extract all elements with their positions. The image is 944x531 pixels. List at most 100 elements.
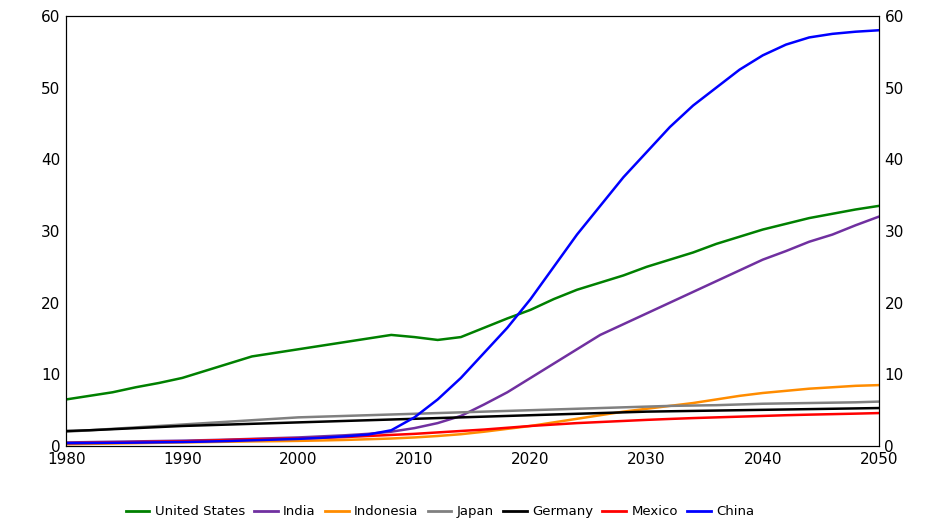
Germany	[409, 416, 420, 422]
Indonesia	[385, 435, 396, 442]
Indonesia	[664, 402, 675, 409]
Mexico	[548, 422, 559, 428]
Mexico	[826, 411, 837, 417]
Indonesia	[872, 382, 884, 388]
United States	[60, 396, 72, 402]
Indonesia	[199, 439, 211, 446]
China	[455, 375, 466, 381]
India	[617, 321, 629, 327]
Japan	[409, 410, 420, 417]
China	[849, 29, 860, 35]
China	[733, 66, 745, 73]
Mexico	[269, 435, 280, 442]
United States	[153, 380, 164, 386]
Germany	[826, 406, 837, 412]
Indonesia	[269, 438, 280, 444]
China	[780, 41, 791, 48]
Japan	[107, 426, 118, 432]
Indonesia	[802, 386, 814, 392]
United States	[710, 241, 721, 247]
Mexico	[293, 435, 304, 442]
India	[826, 232, 837, 238]
Japan	[385, 412, 396, 418]
Japan	[548, 406, 559, 413]
Germany	[594, 410, 605, 416]
China	[177, 439, 188, 445]
Japan	[130, 424, 142, 431]
Japan	[710, 402, 721, 408]
Mexico	[60, 440, 72, 447]
India	[269, 435, 280, 441]
Germany	[849, 405, 860, 412]
Germany	[60, 428, 72, 434]
Japan	[153, 423, 164, 429]
Indonesia	[849, 383, 860, 389]
Indonesia	[431, 433, 443, 439]
Germany	[153, 424, 164, 430]
United States	[223, 361, 234, 367]
India	[686, 289, 698, 295]
India	[84, 439, 95, 446]
Japan	[594, 405, 605, 411]
Mexico	[223, 437, 234, 443]
India	[849, 222, 860, 228]
Germany	[269, 420, 280, 426]
United States	[177, 375, 188, 381]
China	[548, 264, 559, 270]
Mexico	[733, 414, 745, 420]
Mexico	[409, 431, 420, 437]
United States	[269, 350, 280, 356]
Japan	[84, 427, 95, 433]
Germany	[733, 407, 745, 413]
United States	[455, 334, 466, 340]
Germany	[431, 415, 443, 421]
Japan	[431, 410, 443, 416]
Germany	[107, 426, 118, 432]
China	[199, 439, 211, 445]
Germany	[385, 416, 396, 423]
China	[409, 414, 420, 421]
India	[315, 433, 327, 440]
Japan	[315, 414, 327, 420]
India	[246, 435, 258, 442]
Japan	[849, 399, 860, 406]
United States	[594, 279, 605, 286]
Indonesia	[107, 440, 118, 447]
India	[780, 248, 791, 254]
China	[872, 27, 884, 33]
Japan	[756, 400, 767, 407]
Line: India: India	[66, 217, 878, 442]
United States	[780, 221, 791, 227]
India	[130, 438, 142, 444]
India	[455, 413, 466, 419]
India	[339, 432, 350, 439]
China	[153, 439, 164, 446]
Mexico	[640, 417, 651, 423]
India	[524, 375, 535, 381]
Line: Mexico: Mexico	[66, 413, 878, 443]
Germany	[640, 408, 651, 415]
China	[826, 31, 837, 37]
Japan	[293, 414, 304, 421]
India	[223, 436, 234, 443]
Germany	[501, 413, 513, 419]
Mexico	[594, 419, 605, 425]
China	[501, 324, 513, 331]
Germany	[293, 419, 304, 425]
Mexico	[455, 428, 466, 434]
Indonesia	[362, 436, 373, 442]
United States	[826, 211, 837, 217]
Mexico	[130, 439, 142, 446]
Mexico	[315, 434, 327, 441]
China	[664, 124, 675, 130]
India	[293, 434, 304, 441]
Germany	[177, 423, 188, 429]
China	[710, 84, 721, 91]
United States	[315, 342, 327, 349]
India	[501, 389, 513, 396]
Mexico	[617, 418, 629, 424]
Mexico	[710, 414, 721, 421]
Germany	[362, 417, 373, 423]
China	[315, 434, 327, 441]
India	[385, 429, 396, 435]
